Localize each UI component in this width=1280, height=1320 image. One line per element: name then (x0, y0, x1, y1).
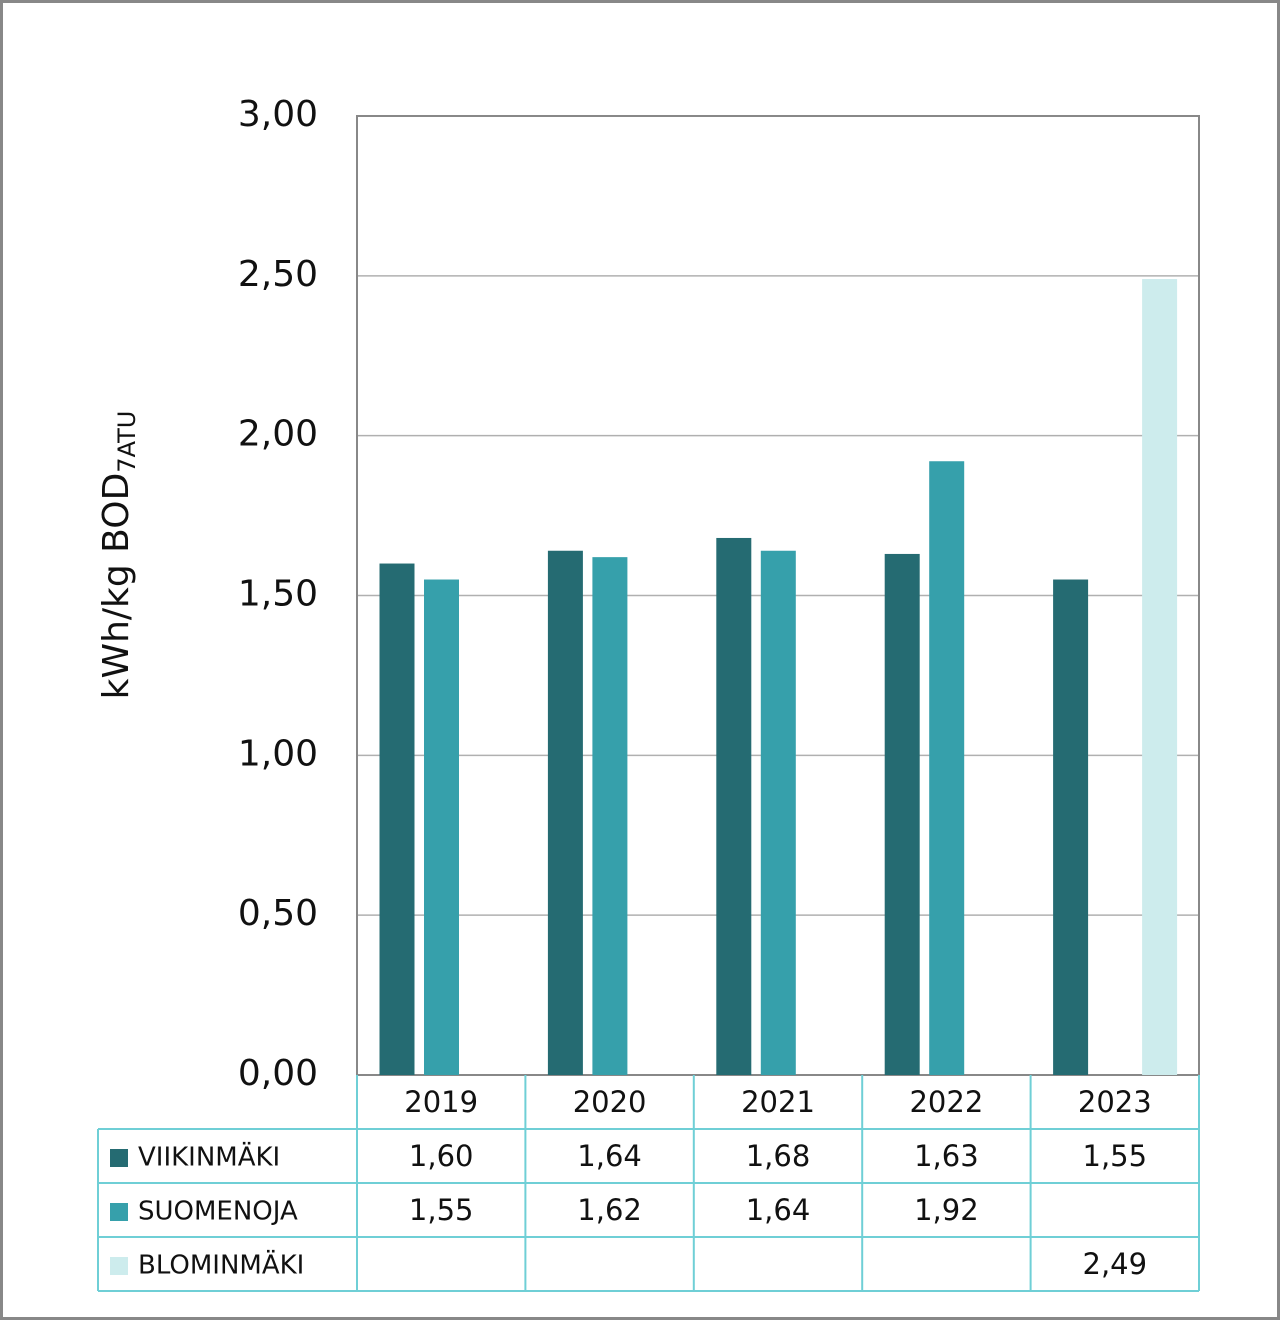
y-tick-label: 1,50 (238, 574, 318, 615)
x-tick-label: 2021 (741, 1085, 815, 1119)
x-tick-label: 2019 (404, 1085, 478, 1119)
bar (592, 557, 628, 1075)
bar (760, 550, 796, 1075)
y-axis-label: kWh/kg BOD7ATU (96, 411, 141, 700)
y-tick-label: 2,50 (238, 254, 318, 295)
bar (884, 553, 920, 1075)
legend-label: SUOMENOJA (138, 1197, 298, 1227)
data-label: 1,68 (746, 1139, 811, 1173)
data-label: 2,49 (1083, 1247, 1148, 1281)
data-label: 1,63 (914, 1139, 979, 1173)
legend-label: VIIKINMÄKI (138, 1141, 280, 1173)
data-label: 1,55 (1083, 1139, 1148, 1173)
legend-swatch (110, 1149, 128, 1167)
y-tick-label: 1,00 (238, 733, 318, 774)
data-label: 1,64 (577, 1139, 642, 1173)
y-tick-label: 3,00 (238, 94, 318, 135)
bar (547, 550, 583, 1075)
y-axis-label-subscript: 7ATU (113, 411, 141, 473)
bar (716, 537, 752, 1075)
x-tick-label: 2023 (1078, 1085, 1152, 1119)
data-label: 1,62 (577, 1193, 642, 1227)
data-label: 1,55 (409, 1193, 474, 1227)
y-tick-label: 0,00 (238, 1053, 318, 1094)
bar (379, 563, 415, 1075)
legend-swatch (110, 1257, 128, 1275)
bar (929, 461, 965, 1075)
data-label: 1,64 (746, 1193, 811, 1227)
bar (1142, 279, 1178, 1075)
bar (1053, 579, 1089, 1075)
y-tick-label: 2,00 (238, 414, 318, 455)
x-tick-label: 2020 (573, 1085, 647, 1119)
data-label: 1,92 (914, 1193, 979, 1227)
legend-swatch (110, 1203, 128, 1221)
x-tick-label: 2022 (909, 1085, 983, 1119)
y-tick-label: 0,50 (238, 893, 318, 934)
data-label: 1,60 (409, 1139, 474, 1173)
y-axis-label-text: kWh/kg BOD (96, 473, 137, 700)
legend-label: BLOMINMÄKI (138, 1249, 304, 1281)
bar (424, 579, 459, 1075)
